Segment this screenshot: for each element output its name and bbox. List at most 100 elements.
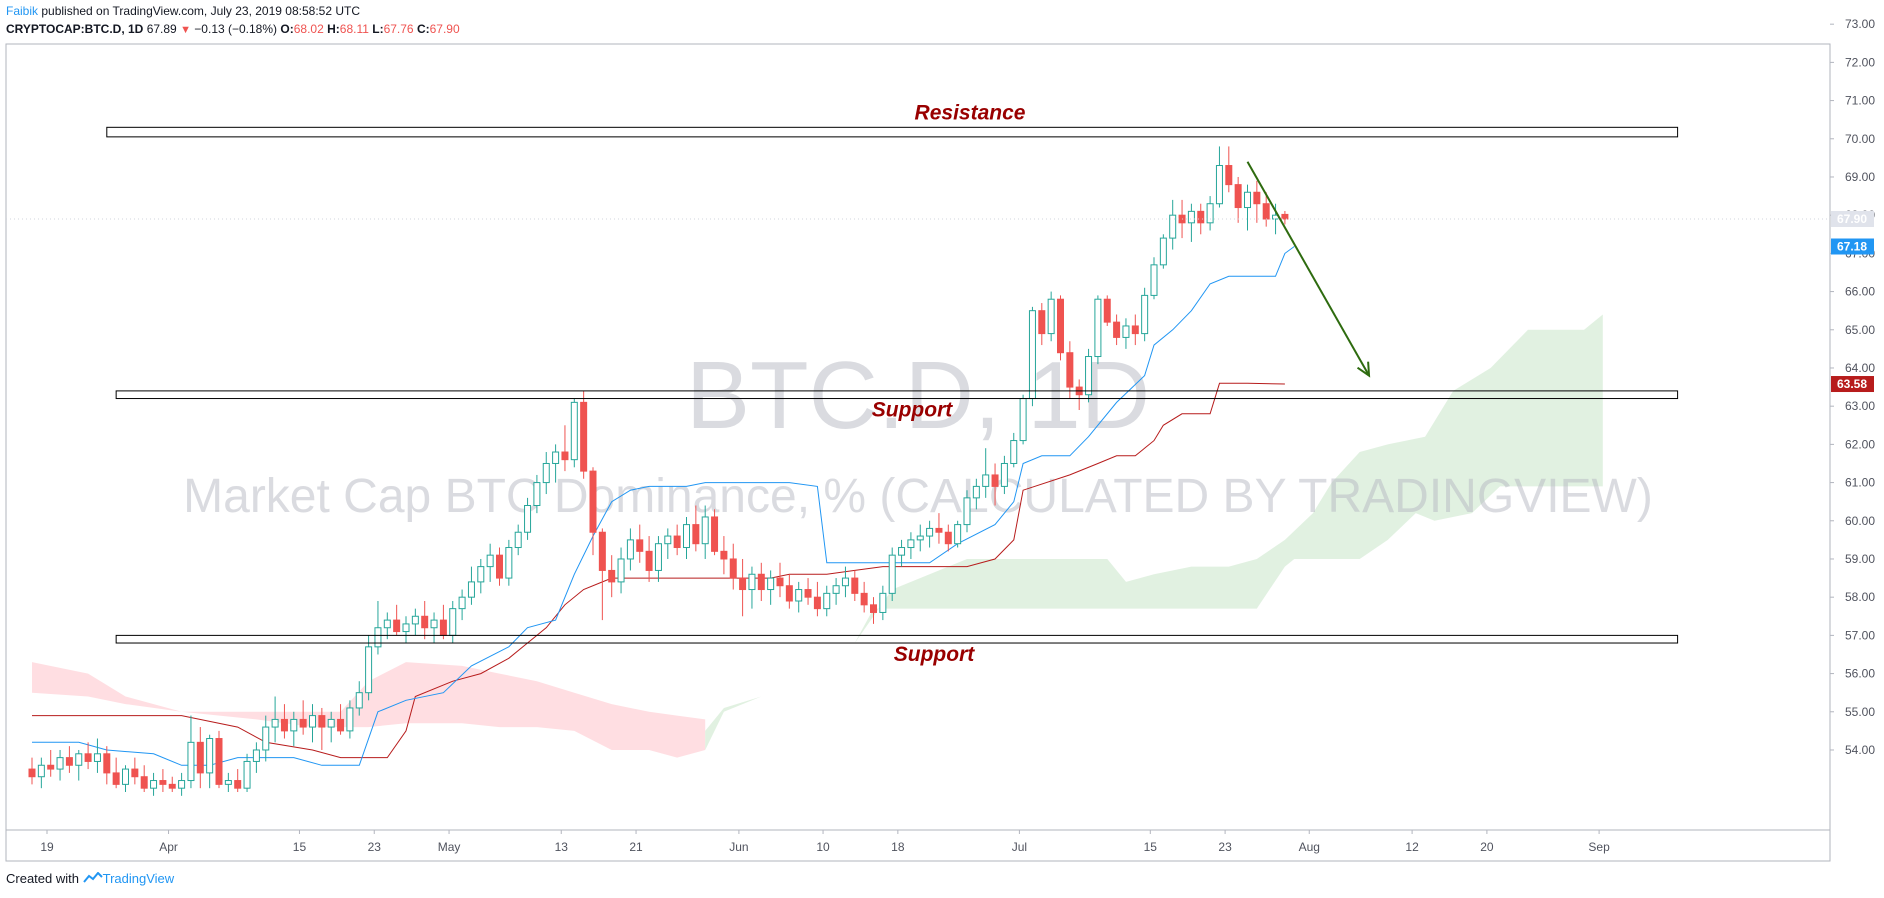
candle [720, 536, 728, 575]
candle-body [1113, 321, 1121, 338]
author-link[interactable]: Faibik [6, 4, 39, 18]
candle [467, 566, 475, 605]
candle [701, 505, 709, 559]
candle [785, 574, 793, 609]
candle [224, 772, 232, 792]
price-badge-kijun: 63.58 [1831, 376, 1874, 393]
candle-body [1066, 352, 1074, 388]
candle [206, 734, 214, 789]
candle-body [916, 535, 924, 541]
candle-body [1253, 191, 1261, 205]
candle-body [552, 451, 560, 464]
candle [898, 539, 906, 567]
candle-body [888, 554, 896, 594]
candle-body [1141, 294, 1149, 335]
time-tick-label: 21 [629, 840, 643, 854]
candle [1234, 176, 1242, 223]
price-tick-label: 66.00 [1845, 285, 1875, 299]
high-value: 68.11 [339, 22, 369, 36]
time-tick-label: Jul [1012, 840, 1027, 854]
candle [280, 704, 288, 739]
candle-body [795, 589, 803, 602]
time-tick-label: Aug [1299, 840, 1320, 854]
time-tick-label: 15 [293, 840, 307, 854]
candle-body [262, 726, 270, 751]
candle [1169, 199, 1177, 250]
candle-body [140, 776, 148, 789]
candle-body [187, 741, 195, 782]
candle-body [1000, 462, 1008, 487]
candle-body [365, 646, 373, 694]
candle [150, 772, 158, 796]
candle [514, 524, 522, 556]
candle [879, 585, 887, 621]
candle [729, 543, 737, 590]
candle-body [1206, 203, 1214, 224]
candle-body [1159, 237, 1167, 266]
candle [524, 497, 532, 540]
candle-body [804, 589, 812, 598]
tradingview-link[interactable]: TradingView [102, 871, 175, 886]
time-tick-label: 23 [1218, 840, 1232, 854]
symbol-legend: CRYPTOCAP:BTC.D, 1D 67.89 ▼ −0.13 (−0.18… [6, 22, 460, 36]
candle-body [1094, 298, 1102, 358]
candle [496, 547, 503, 586]
candle [645, 536, 653, 582]
candle [1253, 180, 1261, 223]
price-tick-label: 55.00 [1845, 705, 1875, 719]
candle-body [37, 764, 45, 778]
candle [1000, 455, 1008, 495]
created-with-text: Created with [6, 871, 79, 886]
candle [178, 772, 186, 796]
trend-arrow[interactable] [1246, 161, 1371, 378]
drawing-zones[interactable]: Resistance Support Support [106, 101, 1679, 666]
candle [505, 539, 513, 586]
candle [458, 589, 466, 621]
candle [589, 467, 597, 556]
candle-body [1047, 298, 1055, 335]
candle-body [505, 547, 513, 579]
kijun-line [32, 382, 1285, 759]
symbol-title[interactable]: CRYPTOCAP:BTC.D, 1D [6, 22, 144, 36]
zone-label-resistance: Resistance [915, 101, 1026, 124]
candle-body [393, 619, 401, 633]
candle [486, 543, 494, 582]
candle [1225, 146, 1233, 193]
open-value: 68.02 [293, 22, 324, 36]
candle [65, 746, 73, 773]
candle [1159, 234, 1167, 269]
watermark-description: Market Cap BTC Dominance, % (CALCULATED … [183, 470, 1653, 523]
candle-body [383, 619, 391, 629]
candle-body [1010, 440, 1018, 464]
candle-body [290, 718, 298, 732]
candle [1103, 295, 1111, 326]
candle [954, 520, 962, 548]
candle [337, 704, 345, 735]
candle-body [711, 516, 719, 552]
candle [542, 452, 550, 495]
candle-body [318, 715, 326, 728]
candle [243, 753, 251, 792]
candle [112, 757, 120, 789]
close-value: 67.90 [429, 22, 460, 36]
time-tick-label: 19 [40, 840, 54, 854]
candle [533, 474, 541, 514]
time-axis[interactable]: 19 Apr 15 23 May 13 21 Jun 10 18 Jul 15 23 Aug 12 20 Sep [40, 830, 1610, 854]
price-axis[interactable]: 54.00 55.00 56.00 57.00 58.00 59.00 60.00 61.00… [6, 17, 1875, 757]
candle-body [346, 707, 354, 732]
ichimoku-lines [32, 246, 1295, 766]
candle [318, 707, 326, 750]
candle-body [327, 718, 335, 728]
candle [1197, 203, 1205, 235]
candle-body [860, 592, 868, 606]
price-tick-label: 69.00 [1845, 170, 1875, 184]
candle [748, 566, 756, 609]
price-change: −0.13 (−0.18%) [194, 22, 278, 36]
candle [1122, 318, 1130, 349]
arrow-shaft [1246, 161, 1370, 377]
candle-body [823, 592, 831, 610]
candle [692, 505, 700, 552]
candle-body [1085, 356, 1093, 396]
candle-body [991, 474, 999, 487]
